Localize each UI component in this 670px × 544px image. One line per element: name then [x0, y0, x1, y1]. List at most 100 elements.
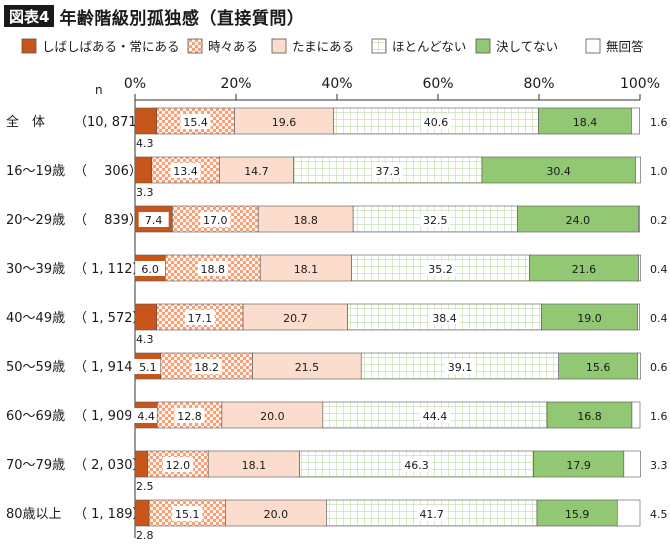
bar-segment	[635, 156, 641, 184]
bar-segment	[134, 303, 158, 331]
data-label: 3.3	[136, 186, 154, 199]
data-label: 18.8	[201, 263, 226, 276]
data-label: 1.6	[650, 410, 668, 423]
data-label-bg	[420, 114, 451, 129]
bar-segment	[134, 499, 150, 527]
data-label: 15.4	[183, 116, 208, 129]
data-label: 18.1	[242, 459, 267, 472]
data-label: 18.8	[293, 214, 318, 227]
data-label: 4.3	[136, 137, 154, 150]
category-label: 80歳以上	[6, 507, 62, 522]
data-label: 1.6	[650, 116, 668, 129]
data-label: 37.3	[376, 165, 401, 178]
data-label-bg	[180, 114, 211, 129]
data-label-bg	[444, 359, 475, 374]
category-label: 50～59歳	[6, 360, 65, 375]
data-label: 4.4	[137, 410, 155, 423]
data-label: 6.0	[141, 263, 159, 276]
legend-label: しばしばある・常にある	[42, 39, 180, 54]
data-label: 0.4	[650, 312, 668, 325]
legend-item: しばしばある・常にある	[21, 38, 180, 54]
legend-swatch	[187, 38, 203, 54]
data-label-bg	[425, 261, 456, 276]
x-tick-label: 60%	[422, 76, 453, 92]
data-label-bg	[429, 310, 460, 325]
legend-swatch	[475, 38, 491, 54]
data-label-bg	[372, 163, 403, 178]
data-label: 17.1	[188, 312, 213, 325]
bar-segment	[481, 156, 636, 184]
data-label: 12.8	[177, 410, 202, 423]
sample-size-label: （ 1, 909）	[74, 409, 145, 424]
bar-segment	[134, 450, 148, 478]
data-label-bg	[184, 310, 215, 325]
sample-size-label: （ 839）	[74, 213, 142, 228]
bar-segment	[533, 450, 625, 478]
x-tick-label: 80%	[523, 76, 554, 92]
chart-title: 年齢階級別孤独感（直接質問）	[59, 8, 305, 29]
data-label-bg	[138, 212, 169, 227]
data-label-bg	[401, 457, 432, 472]
data-label: 41.7	[419, 508, 444, 521]
data-label: 5.1	[139, 361, 157, 374]
data-label: 20.0	[260, 410, 285, 423]
legend-item: 決してない	[475, 38, 558, 54]
data-label: 4.5	[650, 508, 668, 521]
bar-segment	[225, 499, 327, 527]
data-label: 18.4	[573, 116, 598, 129]
bar-segment	[631, 107, 640, 135]
data-label: 38.4	[432, 312, 457, 325]
data-label: 17.9	[566, 459, 591, 472]
data-label: 32.5	[423, 214, 448, 227]
category-label: 20～29歳	[6, 213, 65, 228]
data-label: 35.2	[428, 263, 453, 276]
data-label: 20.0	[264, 508, 289, 521]
x-tick-label: 40%	[321, 76, 352, 92]
legend-label: たまにある	[292, 39, 354, 54]
legend-label: 無回答	[606, 39, 644, 54]
legend-label: ほとんどない	[392, 39, 466, 54]
category-label: 全 体	[6, 114, 45, 130]
data-label: 17.0	[203, 214, 228, 227]
bar-segment	[638, 205, 640, 233]
data-label: 24.0	[566, 214, 591, 227]
data-label: 1.0	[650, 165, 668, 178]
data-label: 14.7	[244, 165, 269, 178]
sample-size-label: （ 1, 572）	[74, 311, 145, 326]
data-label-bg	[131, 408, 162, 423]
data-label: 7.4	[145, 214, 163, 227]
data-label: 0.4	[650, 263, 668, 276]
data-label: 21.6	[572, 263, 597, 276]
data-label-bg	[162, 457, 193, 472]
data-label: 18.1	[294, 263, 319, 276]
bar-segment	[616, 499, 641, 527]
bar-segment	[631, 401, 641, 429]
bar-segment	[134, 156, 152, 184]
data-label: 0.6	[650, 361, 668, 374]
data-label: 19.6	[272, 116, 297, 129]
data-label: 21.5	[295, 361, 320, 374]
data-label: 4.3	[136, 333, 154, 346]
sample-size-label: （ 1, 112）	[74, 262, 145, 277]
legend-label: 決してない	[496, 39, 558, 54]
data-label-bg	[419, 408, 450, 423]
figure-header: 図表4 年齢階級別孤独感（直接質問）	[4, 4, 305, 29]
data-label: 19.0	[577, 312, 602, 325]
data-label: 15.9	[565, 508, 590, 521]
bar-segment	[207, 450, 300, 478]
bar-segment	[252, 352, 362, 380]
data-label-bg	[170, 163, 201, 178]
category-label: 40～49歳	[6, 311, 65, 326]
data-label: 18.2	[194, 361, 219, 374]
legend-item: ほとんどない	[371, 38, 466, 54]
legend-swatch	[371, 38, 387, 54]
data-label: 13.4	[173, 165, 198, 178]
data-label: 0.2	[650, 214, 668, 227]
bar-segment	[257, 205, 354, 233]
bar-segment	[538, 107, 632, 135]
legend-swatch	[585, 38, 601, 54]
bar-segment	[623, 450, 641, 478]
x-tick-label: 100%	[620, 76, 660, 92]
sample-size-label: （10, 871）	[74, 115, 150, 130]
